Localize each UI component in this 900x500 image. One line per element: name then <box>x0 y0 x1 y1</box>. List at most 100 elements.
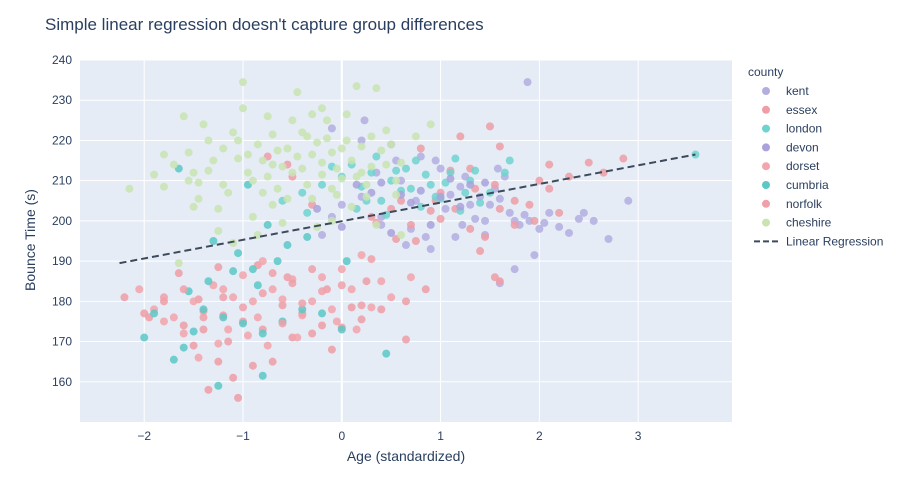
x-tick-labels: −2 −1 0 1 2 3 <box>137 429 641 443</box>
data-point-norfolk <box>298 299 307 308</box>
data-point-norfolk <box>258 289 267 298</box>
data-point-kent <box>402 241 410 250</box>
data-point-devon <box>426 220 435 229</box>
legend-marker-norfolk <box>762 199 770 208</box>
data-point-dorset <box>224 325 233 334</box>
data-point-cheshire <box>397 158 406 167</box>
data-point-cheshire <box>273 146 282 155</box>
data-point-essex <box>189 341 198 350</box>
data-point-london <box>421 170 430 179</box>
data-point-essex <box>268 357 277 366</box>
data-point-cheshire <box>357 142 366 151</box>
data-point-cumbria <box>253 281 262 290</box>
data-point-cheshire <box>342 136 351 145</box>
data-point-cheshire <box>169 160 178 169</box>
data-point-cumbria <box>337 325 346 334</box>
data-point-cheshire <box>194 194 203 203</box>
legend-marker-kent <box>762 87 770 95</box>
data-point-essex <box>481 232 490 241</box>
data-point-cheshire <box>322 116 331 125</box>
data-point-kent <box>466 200 475 209</box>
legend-marker-devon <box>762 143 770 152</box>
data-point-cheshire <box>248 176 257 185</box>
data-point-london <box>392 166 401 175</box>
data-point-kent <box>458 220 467 229</box>
data-point-dorset <box>327 305 336 314</box>
data-point-cheshire <box>189 202 198 211</box>
data-point-kent <box>535 224 544 233</box>
data-point-cheshire <box>283 194 292 203</box>
legend-marker-cheshire <box>762 218 770 227</box>
data-point-dorset <box>268 285 277 294</box>
data-point-devon <box>313 204 322 213</box>
data-point-cheshire <box>239 78 247 87</box>
data-point-kent <box>510 265 519 274</box>
data-point-essex <box>214 357 223 366</box>
data-point-london <box>382 210 391 219</box>
data-point-devon <box>446 174 455 183</box>
legend-label-cheshire: cheshire <box>786 216 832 230</box>
data-point-cheshire <box>219 144 228 153</box>
data-point-dorset <box>243 331 252 340</box>
data-point-essex <box>318 321 327 330</box>
data-point-essex <box>377 305 386 314</box>
data-point-cheshire <box>382 160 391 169</box>
data-point-dorset <box>159 317 168 326</box>
data-point-norfolk <box>239 303 247 312</box>
data-point-dorset <box>367 303 376 312</box>
data-point-london <box>505 156 514 165</box>
data-point-dorset <box>229 293 238 302</box>
data-point-cheshire <box>367 132 376 141</box>
data-point-cheshire <box>372 84 381 93</box>
data-point-dorset <box>189 297 198 306</box>
data-point-cheshire <box>229 239 238 248</box>
data-point-cheshire <box>342 110 351 119</box>
data-point-cheshire <box>392 176 401 185</box>
legend-marker-cumbria <box>762 181 770 189</box>
data-point-cheshire <box>337 174 346 183</box>
data-point-cumbria <box>273 257 282 266</box>
data-point-cheshire <box>357 168 366 177</box>
data-point-cheshire <box>179 112 188 121</box>
data-point-dorset <box>347 285 356 294</box>
data-point-kent <box>360 116 369 125</box>
data-point-cheshire <box>318 170 327 179</box>
data-point-cheshire <box>204 136 213 145</box>
data-point-essex <box>357 315 366 324</box>
data-point-essex <box>495 142 504 151</box>
data-point-kent <box>530 251 539 260</box>
data-point-dorset <box>135 285 144 294</box>
data-point-essex <box>619 154 628 163</box>
data-point-dorset <box>214 339 223 348</box>
data-point-dorset <box>253 313 262 322</box>
data-point-cheshire <box>397 230 406 239</box>
data-point-kent <box>604 234 613 243</box>
data-point-cheshire <box>258 156 267 165</box>
data-point-cheshire <box>239 104 247 113</box>
data-point-kent <box>520 210 529 219</box>
data-point-devon <box>416 186 425 195</box>
data-point-cheshire <box>214 226 223 235</box>
data-point-cumbria <box>189 327 198 336</box>
legend-label-london: london <box>786 122 822 136</box>
data-point-london <box>411 156 420 165</box>
data-point-essex <box>229 373 238 382</box>
data-point-cheshire <box>308 194 317 203</box>
data-point-cheshire <box>125 184 134 193</box>
data-point-london <box>367 168 376 177</box>
data-point-dorset <box>239 271 247 280</box>
data-point-london <box>461 188 470 197</box>
data-point-essex <box>555 208 564 217</box>
data-point-london <box>500 168 509 177</box>
data-point-essex <box>545 160 554 169</box>
data-point-essex <box>411 237 420 245</box>
data-point-essex <box>179 321 188 330</box>
y-axis-title: Bounce Time (s) <box>22 189 38 291</box>
data-point-cumbria <box>342 257 351 266</box>
data-point-cheshire <box>268 130 277 139</box>
data-point-cheshire <box>332 164 341 173</box>
data-point-kent <box>451 232 460 241</box>
data-point-essex <box>490 180 499 189</box>
data-point-cheshire <box>362 192 371 201</box>
